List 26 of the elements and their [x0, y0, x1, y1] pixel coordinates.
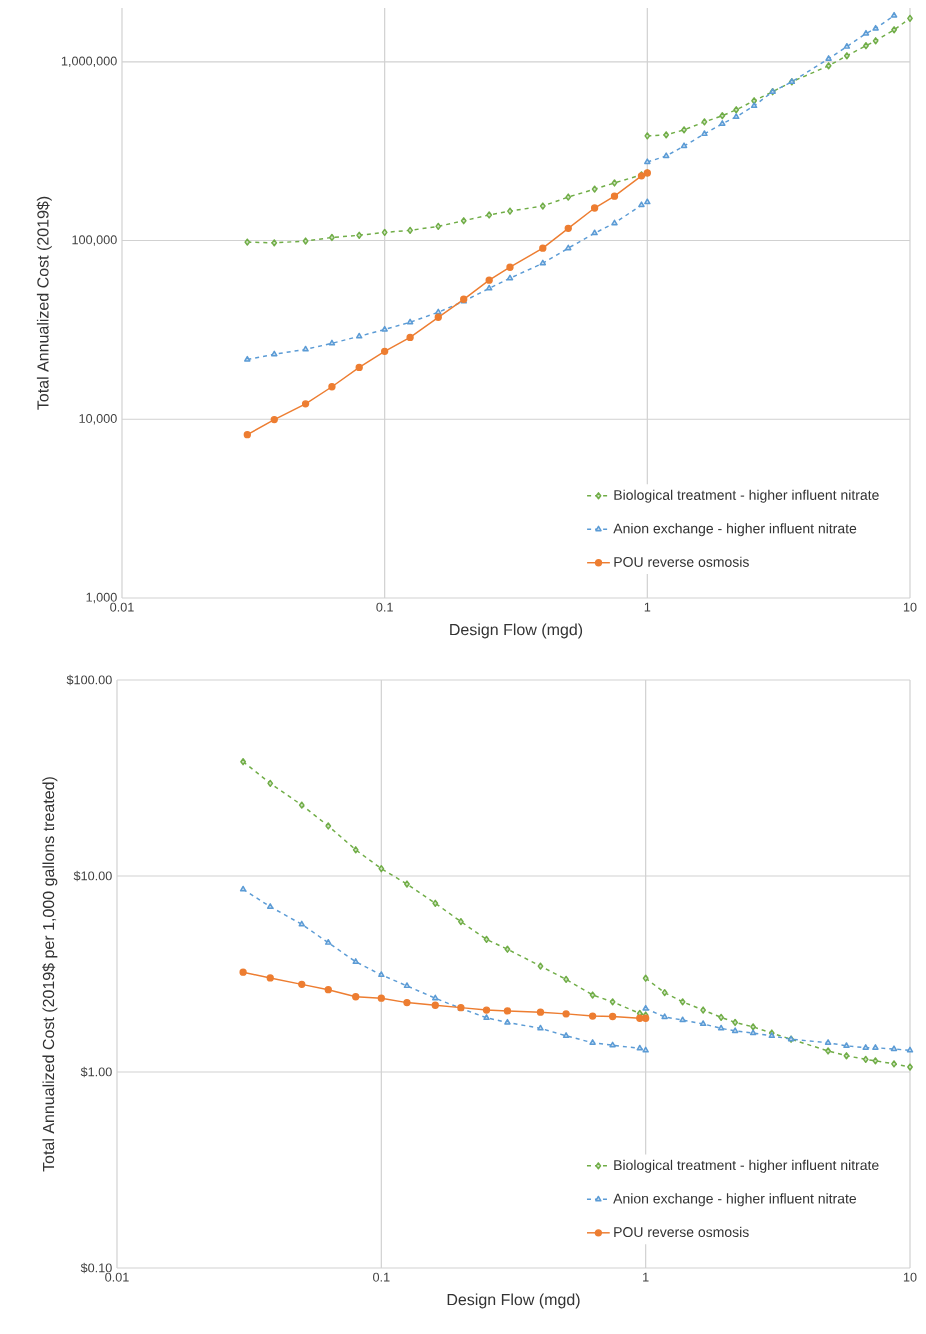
x-tick-label: 0.1: [373, 1272, 390, 1282]
x-axis-title: Design Flow (mgd): [450, 623, 583, 639]
y-tick-label: 10,000: [79, 414, 117, 425]
y-tick-label: $1.00: [80, 1066, 112, 1078]
y-tick-label: 1,000,000: [61, 56, 117, 68]
y-tick-label: $10.00: [73, 870, 112, 882]
x-tick-label: 10: [903, 1272, 917, 1282]
legend-label: POU reverse osmosis: [614, 556, 749, 567]
legend-label: Anion exchange - higher influent nitrate: [613, 523, 857, 537]
y-axis-title: Total Annualized Cost (2019$): [36, 196, 52, 410]
legend-label: Anion exchange - higher influent nitrate: [613, 1193, 857, 1207]
legend-label: Biological treatment - higher influent nitrate: [614, 489, 879, 503]
y-axis-title: Total Annualized Cost (2019$ per 1,000 gallons treated): [42, 777, 58, 1172]
y-tick-label: $100.00: [66, 674, 112, 686]
x-tick-label: 0.1: [376, 602, 393, 612]
x-tick-label: 1: [643, 1272, 649, 1282]
x-tick-label: 0.01: [110, 602, 134, 612]
x-tick-label: 0.01: [105, 1272, 129, 1282]
legend-label: POU reverse osmosis: [614, 1226, 749, 1238]
y-tick-label: $0.10: [80, 1262, 112, 1274]
y-tick-label: 1,000: [86, 592, 117, 604]
x-axis-title: Design Flow (mgd): [447, 1293, 580, 1309]
legend-label: Biological treatment - higher influent nitrate: [614, 1159, 879, 1173]
x-tick-label: 1: [644, 602, 651, 612]
x-tick-label: 10: [903, 602, 917, 612]
y-tick-label: 100,000: [72, 235, 117, 246]
